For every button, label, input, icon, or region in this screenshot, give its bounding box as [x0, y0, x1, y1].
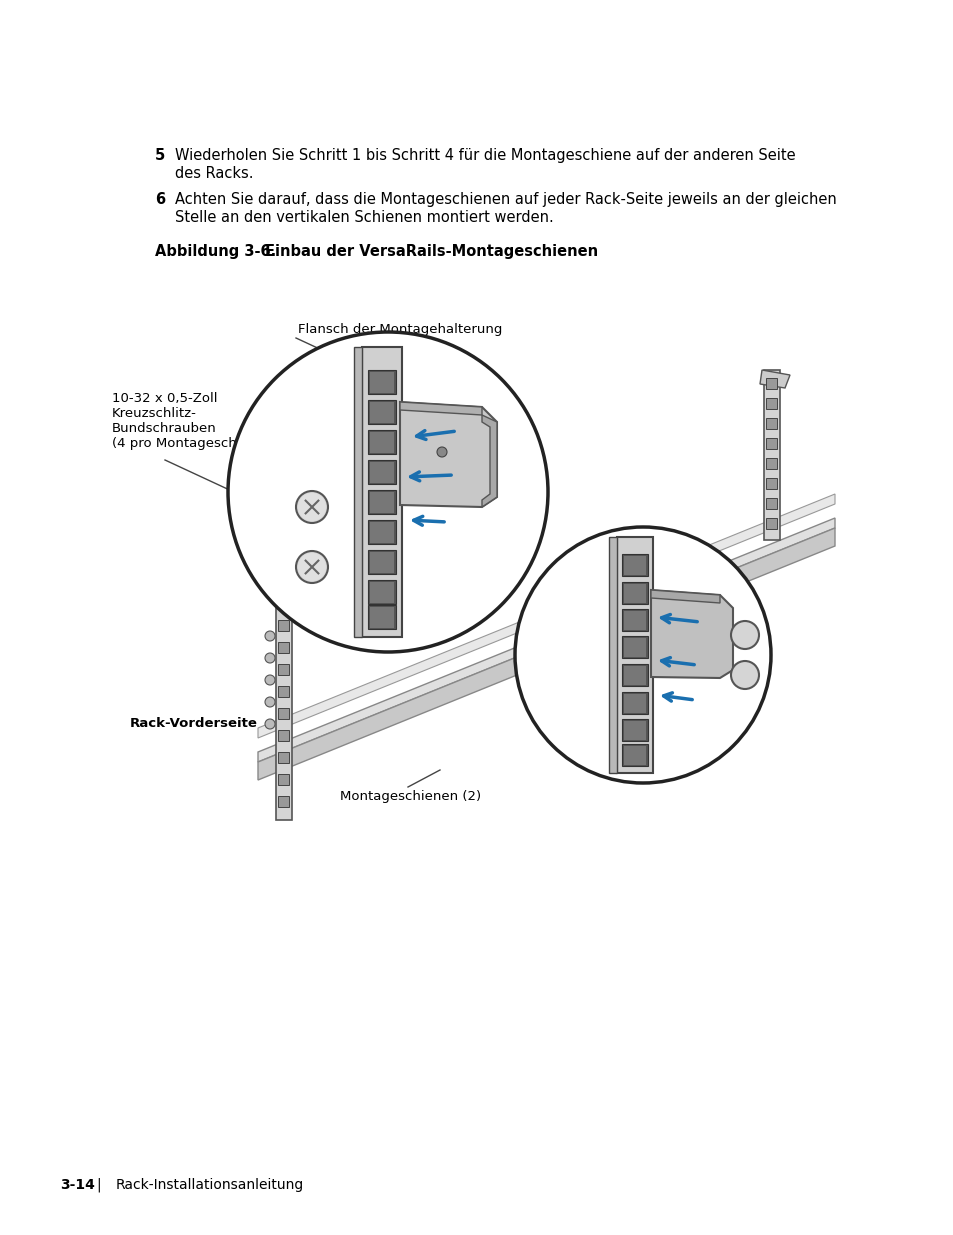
FancyBboxPatch shape — [277, 620, 289, 631]
FancyBboxPatch shape — [765, 458, 776, 469]
FancyBboxPatch shape — [617, 537, 652, 773]
FancyBboxPatch shape — [370, 552, 394, 573]
Text: 10-32 x 0,5-Zoll
Kreuzschlitz-
Bundschrauben
(4 pro Montageschiene): 10-32 x 0,5-Zoll Kreuzschlitz- Bundschra… — [112, 391, 271, 450]
Circle shape — [265, 676, 274, 685]
Text: des Racks.: des Racks. — [174, 165, 253, 182]
FancyBboxPatch shape — [277, 664, 289, 676]
FancyBboxPatch shape — [621, 719, 647, 741]
Polygon shape — [399, 403, 497, 508]
FancyBboxPatch shape — [765, 498, 776, 509]
Text: Flansch der Montagehalterung: Flansch der Montagehalterung — [297, 324, 502, 336]
Circle shape — [730, 661, 759, 689]
FancyBboxPatch shape — [370, 492, 394, 513]
Circle shape — [436, 447, 447, 457]
FancyBboxPatch shape — [370, 522, 394, 543]
FancyBboxPatch shape — [370, 606, 394, 629]
Polygon shape — [399, 403, 481, 415]
FancyBboxPatch shape — [765, 378, 776, 389]
Text: Achten Sie darauf, dass die Montageschienen auf jeder Rack-Seite jeweils an der : Achten Sie darauf, dass die Montageschie… — [174, 191, 836, 207]
Text: Montageschienen (2): Montageschienen (2) — [339, 790, 480, 803]
FancyBboxPatch shape — [621, 582, 647, 604]
Circle shape — [228, 332, 547, 652]
Polygon shape — [760, 370, 789, 388]
FancyBboxPatch shape — [763, 370, 780, 540]
FancyBboxPatch shape — [370, 372, 394, 393]
FancyBboxPatch shape — [368, 580, 395, 604]
FancyBboxPatch shape — [277, 642, 289, 653]
FancyBboxPatch shape — [354, 347, 361, 637]
FancyBboxPatch shape — [368, 459, 395, 484]
Text: Rack-Installationsanleitung: Rack-Installationsanleitung — [116, 1178, 304, 1192]
Polygon shape — [481, 415, 497, 508]
Polygon shape — [257, 494, 834, 739]
FancyBboxPatch shape — [765, 517, 776, 529]
FancyBboxPatch shape — [623, 746, 645, 764]
FancyBboxPatch shape — [368, 550, 395, 574]
Polygon shape — [257, 529, 834, 781]
FancyBboxPatch shape — [277, 730, 289, 741]
Text: Abbildung 3-6.: Abbildung 3-6. — [154, 245, 276, 259]
FancyBboxPatch shape — [277, 685, 289, 697]
FancyBboxPatch shape — [621, 609, 647, 631]
Polygon shape — [257, 517, 834, 762]
FancyBboxPatch shape — [623, 638, 645, 657]
FancyBboxPatch shape — [370, 403, 394, 424]
Circle shape — [265, 631, 274, 641]
Text: 6: 6 — [154, 191, 165, 207]
Circle shape — [515, 527, 770, 783]
FancyBboxPatch shape — [621, 743, 647, 766]
Circle shape — [297, 553, 326, 580]
Text: Stelle an den vertikalen Schienen montiert werden.: Stelle an den vertikalen Schienen montie… — [174, 210, 553, 225]
FancyBboxPatch shape — [277, 598, 289, 609]
Circle shape — [295, 492, 328, 522]
FancyBboxPatch shape — [621, 692, 647, 714]
FancyBboxPatch shape — [277, 797, 289, 806]
Text: Einbau der VersaRails-Montageschienen: Einbau der VersaRails-Montageschienen — [265, 245, 598, 259]
FancyBboxPatch shape — [621, 664, 647, 685]
FancyBboxPatch shape — [623, 556, 645, 576]
FancyBboxPatch shape — [621, 555, 647, 576]
Circle shape — [297, 493, 326, 521]
Circle shape — [295, 551, 328, 583]
FancyBboxPatch shape — [608, 537, 617, 773]
Polygon shape — [650, 590, 732, 678]
FancyBboxPatch shape — [623, 666, 645, 685]
FancyBboxPatch shape — [765, 417, 776, 429]
Circle shape — [265, 653, 274, 663]
FancyBboxPatch shape — [368, 605, 395, 629]
Circle shape — [265, 719, 274, 729]
Text: Wiederholen Sie Schritt 1 bis Schritt 4 für die Montageschiene auf der anderen S: Wiederholen Sie Schritt 1 bis Schritt 4 … — [174, 148, 795, 163]
FancyBboxPatch shape — [765, 398, 776, 409]
FancyBboxPatch shape — [277, 708, 289, 719]
FancyBboxPatch shape — [623, 584, 645, 603]
FancyBboxPatch shape — [623, 694, 645, 713]
FancyBboxPatch shape — [277, 774, 289, 785]
Text: Rack-Vorderseite: Rack-Vorderseite — [130, 718, 257, 730]
FancyBboxPatch shape — [623, 611, 645, 630]
FancyBboxPatch shape — [765, 438, 776, 450]
FancyBboxPatch shape — [370, 432, 394, 453]
FancyBboxPatch shape — [623, 721, 645, 740]
FancyBboxPatch shape — [275, 590, 292, 820]
Text: 5: 5 — [154, 148, 165, 163]
FancyBboxPatch shape — [368, 430, 395, 454]
Text: |: | — [96, 1178, 100, 1193]
FancyBboxPatch shape — [368, 490, 395, 514]
Circle shape — [730, 621, 759, 650]
Text: 3-14: 3-14 — [60, 1178, 94, 1192]
FancyBboxPatch shape — [368, 520, 395, 543]
FancyBboxPatch shape — [277, 752, 289, 763]
FancyBboxPatch shape — [361, 347, 401, 637]
FancyBboxPatch shape — [368, 400, 395, 424]
FancyBboxPatch shape — [370, 582, 394, 603]
FancyBboxPatch shape — [765, 478, 776, 489]
Circle shape — [265, 697, 274, 706]
Polygon shape — [650, 590, 720, 603]
FancyBboxPatch shape — [370, 462, 394, 483]
FancyBboxPatch shape — [368, 370, 395, 394]
FancyBboxPatch shape — [621, 636, 647, 658]
